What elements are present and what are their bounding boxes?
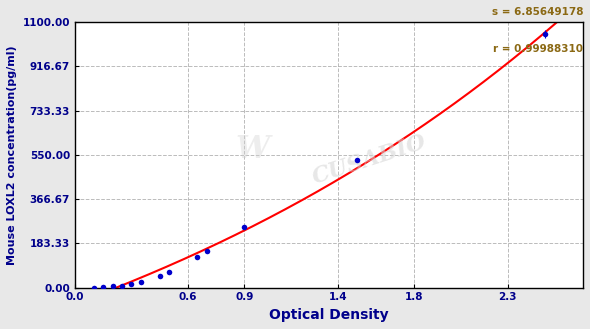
Y-axis label: Mouse LOXL2 concentration(pg/ml): Mouse LOXL2 concentration(pg/ml)	[7, 45, 17, 265]
Text: s = 6.85649178: s = 6.85649178	[491, 7, 583, 17]
Text: W: W	[235, 134, 270, 165]
Text: r = 0.99988310: r = 0.99988310	[493, 44, 583, 54]
X-axis label: Optical Density: Optical Density	[269, 308, 389, 322]
Text: CUSABIO: CUSABIO	[310, 131, 430, 189]
